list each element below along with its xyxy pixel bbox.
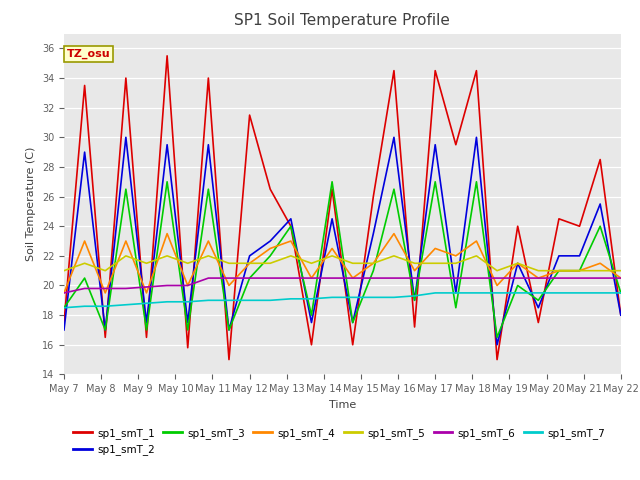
Y-axis label: Soil Temperature (C): Soil Temperature (C) [26,147,36,261]
Text: TZ_osu: TZ_osu [67,49,111,59]
X-axis label: Time: Time [329,400,356,409]
Title: SP1 Soil Temperature Profile: SP1 Soil Temperature Profile [234,13,451,28]
Legend: sp1_smT_1, sp1_smT_2, sp1_smT_3, sp1_smT_4, sp1_smT_5, sp1_smT_6, sp1_smT_7: sp1_smT_1, sp1_smT_2, sp1_smT_3, sp1_smT… [69,424,609,459]
